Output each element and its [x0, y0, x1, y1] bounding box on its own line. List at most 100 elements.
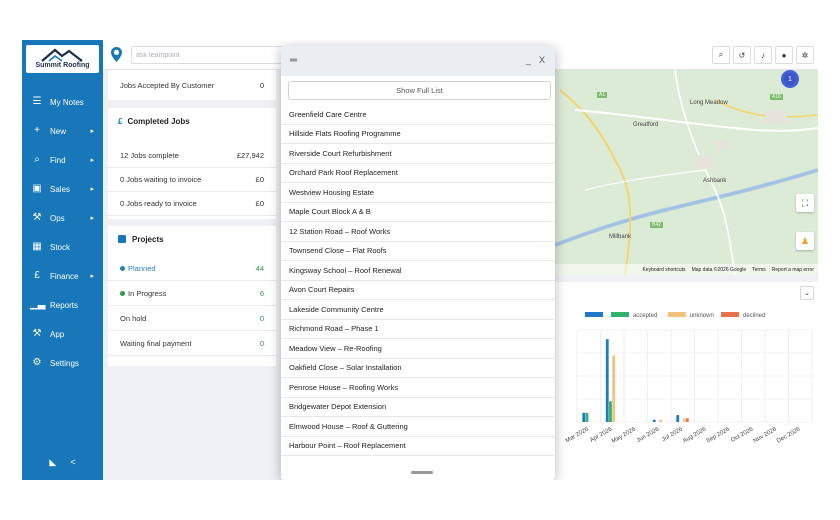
fullscreen-button[interactable]: ⛶	[796, 194, 814, 212]
job-list-item[interactable]: Elmwood House – Roof & Guttering	[281, 417, 555, 437]
bar-chart: accepted unknown declined Mar 2026 Apr 2026M…	[565, 312, 813, 445]
chart-bar	[682, 418, 686, 422]
completed-jobs-header: £ Completed Jobs	[108, 108, 276, 134]
minimize-button[interactable]: _	[525, 55, 531, 65]
drag-menu-icon[interactable]: ═	[290, 55, 298, 66]
map-cluster-marker[interactable]: 1	[781, 70, 799, 88]
x-tick-label: Mar 2026	[565, 426, 591, 444]
user-button[interactable]: ●	[775, 46, 793, 64]
sidebar-item-settings[interactable]: ⚙ Settings	[22, 353, 103, 373]
bell-button[interactable]: ♪	[754, 46, 772, 64]
job-list-item[interactable]: Kingsway School – Roof Renewal	[281, 261, 555, 281]
jobs-accepted-row[interactable]: Jobs Accepted By Customer 0	[108, 73, 276, 97]
sidebar-item-label: Find	[50, 155, 66, 165]
row-value: £0	[255, 199, 264, 208]
job-list-item[interactable]: Oakfield Close – Solar Installation	[281, 359, 555, 378]
legend-label: declined	[743, 313, 765, 319]
projects-icon	[118, 235, 126, 243]
row-label-wrap: Planned	[120, 264, 156, 273]
resize-handle[interactable]	[411, 471, 433, 474]
map-terms-link[interactable]: Terms	[752, 266, 766, 273]
search-input[interactable]	[131, 46, 321, 64]
completed-jobs-panel: £ Completed Jobs 12 Jobs complete £27,942…	[108, 108, 276, 219]
job-list-item[interactable]: Townsend Close – Flat Roofs	[281, 242, 555, 261]
chart-bar	[582, 412, 586, 422]
roof-logo-icon	[41, 48, 83, 62]
history-button[interactable]: ↺	[733, 46, 751, 64]
job-list-item[interactable]: Bridgewater Depot Extension	[281, 398, 555, 417]
location-pin-icon[interactable]	[111, 47, 122, 62]
row-value: 44	[255, 264, 264, 273]
map-view[interactable]: Long Meadow Greatford Ashbank Millbank A…	[555, 70, 818, 275]
job-list-item[interactable]: 12 Station Road – Roof Works	[281, 222, 555, 242]
settings-button[interactable]: ✲	[796, 46, 814, 64]
job-list-item[interactable]: Avon Court Repairs	[281, 281, 555, 300]
project-status-row[interactable]: In Progress 6	[108, 282, 276, 306]
legend-label: unknown	[690, 313, 714, 319]
sidebar-footer: ◣ <	[22, 457, 103, 468]
project-status-row[interactable]: On hold 0	[108, 307, 276, 331]
jobs-accepted-value: 0	[259, 80, 264, 90]
project-status-row[interactable]: Waiting final payment 0	[108, 332, 276, 356]
row-label-wrap: On hold	[120, 314, 146, 323]
completed-jobs-row[interactable]: 12 Jobs complete £27,942	[108, 144, 276, 168]
row-label: 0 Jobs ready to invoice	[120, 199, 197, 208]
sidebar-item-label: App	[50, 329, 65, 339]
chevron-right-icon: ▸	[90, 273, 94, 280]
sidebar-item-app[interactable]: ⚒ App	[22, 324, 103, 344]
sidebar-item-new[interactable]: + New ▸	[22, 121, 103, 141]
chart-bar	[652, 419, 656, 422]
job-list-item[interactable]: Lakeside Community Centre	[281, 300, 555, 320]
brand-logo[interactable]: Summit Roofing	[26, 45, 99, 73]
job-list-item[interactable]: Hillside Flats Roofing Programme	[281, 125, 555, 144]
sidebar-item-sales[interactable]: ▣ Sales ▸	[22, 179, 103, 199]
search-icon: ⌕	[34, 154, 40, 165]
job-list-item[interactable]: Orchard Park Roof Replacement	[281, 164, 555, 183]
map-footer: Keyboard shortcuts Map data ©2026 Google…	[555, 264, 818, 275]
sidebar-item-label: Reports	[50, 300, 79, 310]
share-icon[interactable]: <	[70, 457, 76, 467]
sidebar-item-find[interactable]: ⌕ Find ▸	[22, 150, 103, 170]
history-icon: ↺	[738, 50, 746, 60]
street-view-button[interactable]: ♟	[796, 232, 814, 250]
modal-header: ═ _ X	[281, 46, 555, 76]
job-list-item[interactable]: Maple Court Block A & B	[281, 203, 555, 222]
chart-collapse-button[interactable]: ⌄	[800, 286, 814, 300]
map-report-error-link[interactable]: Report a map error	[771, 266, 814, 273]
legend-label: accepted	[633, 313, 657, 319]
project-status-row[interactable]: Planned 44	[108, 257, 276, 281]
job-list-item[interactable]: Meadow View – Re-Roofing	[281, 339, 555, 359]
x-tick-label: Sep 2026	[705, 426, 731, 444]
rss-icon[interactable]: ◣	[49, 457, 57, 467]
settings-icon: ✲	[801, 50, 809, 60]
map-keyboard-shortcuts[interactable]: Keyboard shortcuts	[642, 266, 686, 273]
briefcase-icon: ▣	[32, 183, 42, 194]
bell-icon: ♪	[761, 50, 765, 60]
row-value: 0	[259, 339, 264, 348]
sidebar-item-label: Finance	[50, 271, 79, 281]
sidebar-item-finance[interactable]: £ Finance ▸	[22, 266, 103, 286]
completed-jobs-row[interactable]: 0 Jobs waiting to invoice £0	[108, 168, 276, 192]
job-list-item[interactable]: Greenfield Care Centre	[281, 105, 555, 125]
user-icon: ●	[781, 50, 787, 60]
sidebar-item-my-notes[interactable]: ☰ My Notes	[22, 92, 103, 112]
jobs-chart-panel: ⌄ accepted unknown declined Mar 2026 Apr 202…	[555, 282, 818, 480]
close-button[interactable]: X	[538, 55, 545, 65]
jobs-accepted-panel: Jobs Accepted By Customer 0	[108, 70, 276, 100]
sidebar-item-stock[interactable]: ▦ Stock	[22, 237, 103, 257]
job-list-item[interactable]: Richmond Road – Phase 1	[281, 320, 555, 339]
status-dot-icon	[120, 266, 125, 271]
chevron-right-icon: ▸	[90, 157, 94, 164]
search-button[interactable]: ⌕	[712, 46, 730, 64]
show-full-list-button[interactable]: Show Full List	[288, 81, 551, 100]
sidebar-item-label: Sales	[50, 184, 71, 194]
job-list-item[interactable]: Westview Housing Estate	[281, 183, 555, 203]
map-label-millbank: Millbank	[609, 234, 632, 240]
job-list-item[interactable]: Harbour Point – Roof Replacement	[281, 437, 555, 456]
sidebar-item-reports[interactable]: ▁▃ Reports	[22, 295, 103, 315]
completed-jobs-row[interactable]: 0 Jobs ready to invoice £0	[108, 192, 276, 216]
map-label-greatford: Greatford	[633, 122, 659, 128]
job-list-item[interactable]: Penrose House – Roofing Works	[281, 378, 555, 398]
sidebar-item-ops[interactable]: ⚒ Ops ▸	[22, 208, 103, 228]
job-list-item[interactable]: Riverside Court Refurbishment	[281, 144, 555, 164]
